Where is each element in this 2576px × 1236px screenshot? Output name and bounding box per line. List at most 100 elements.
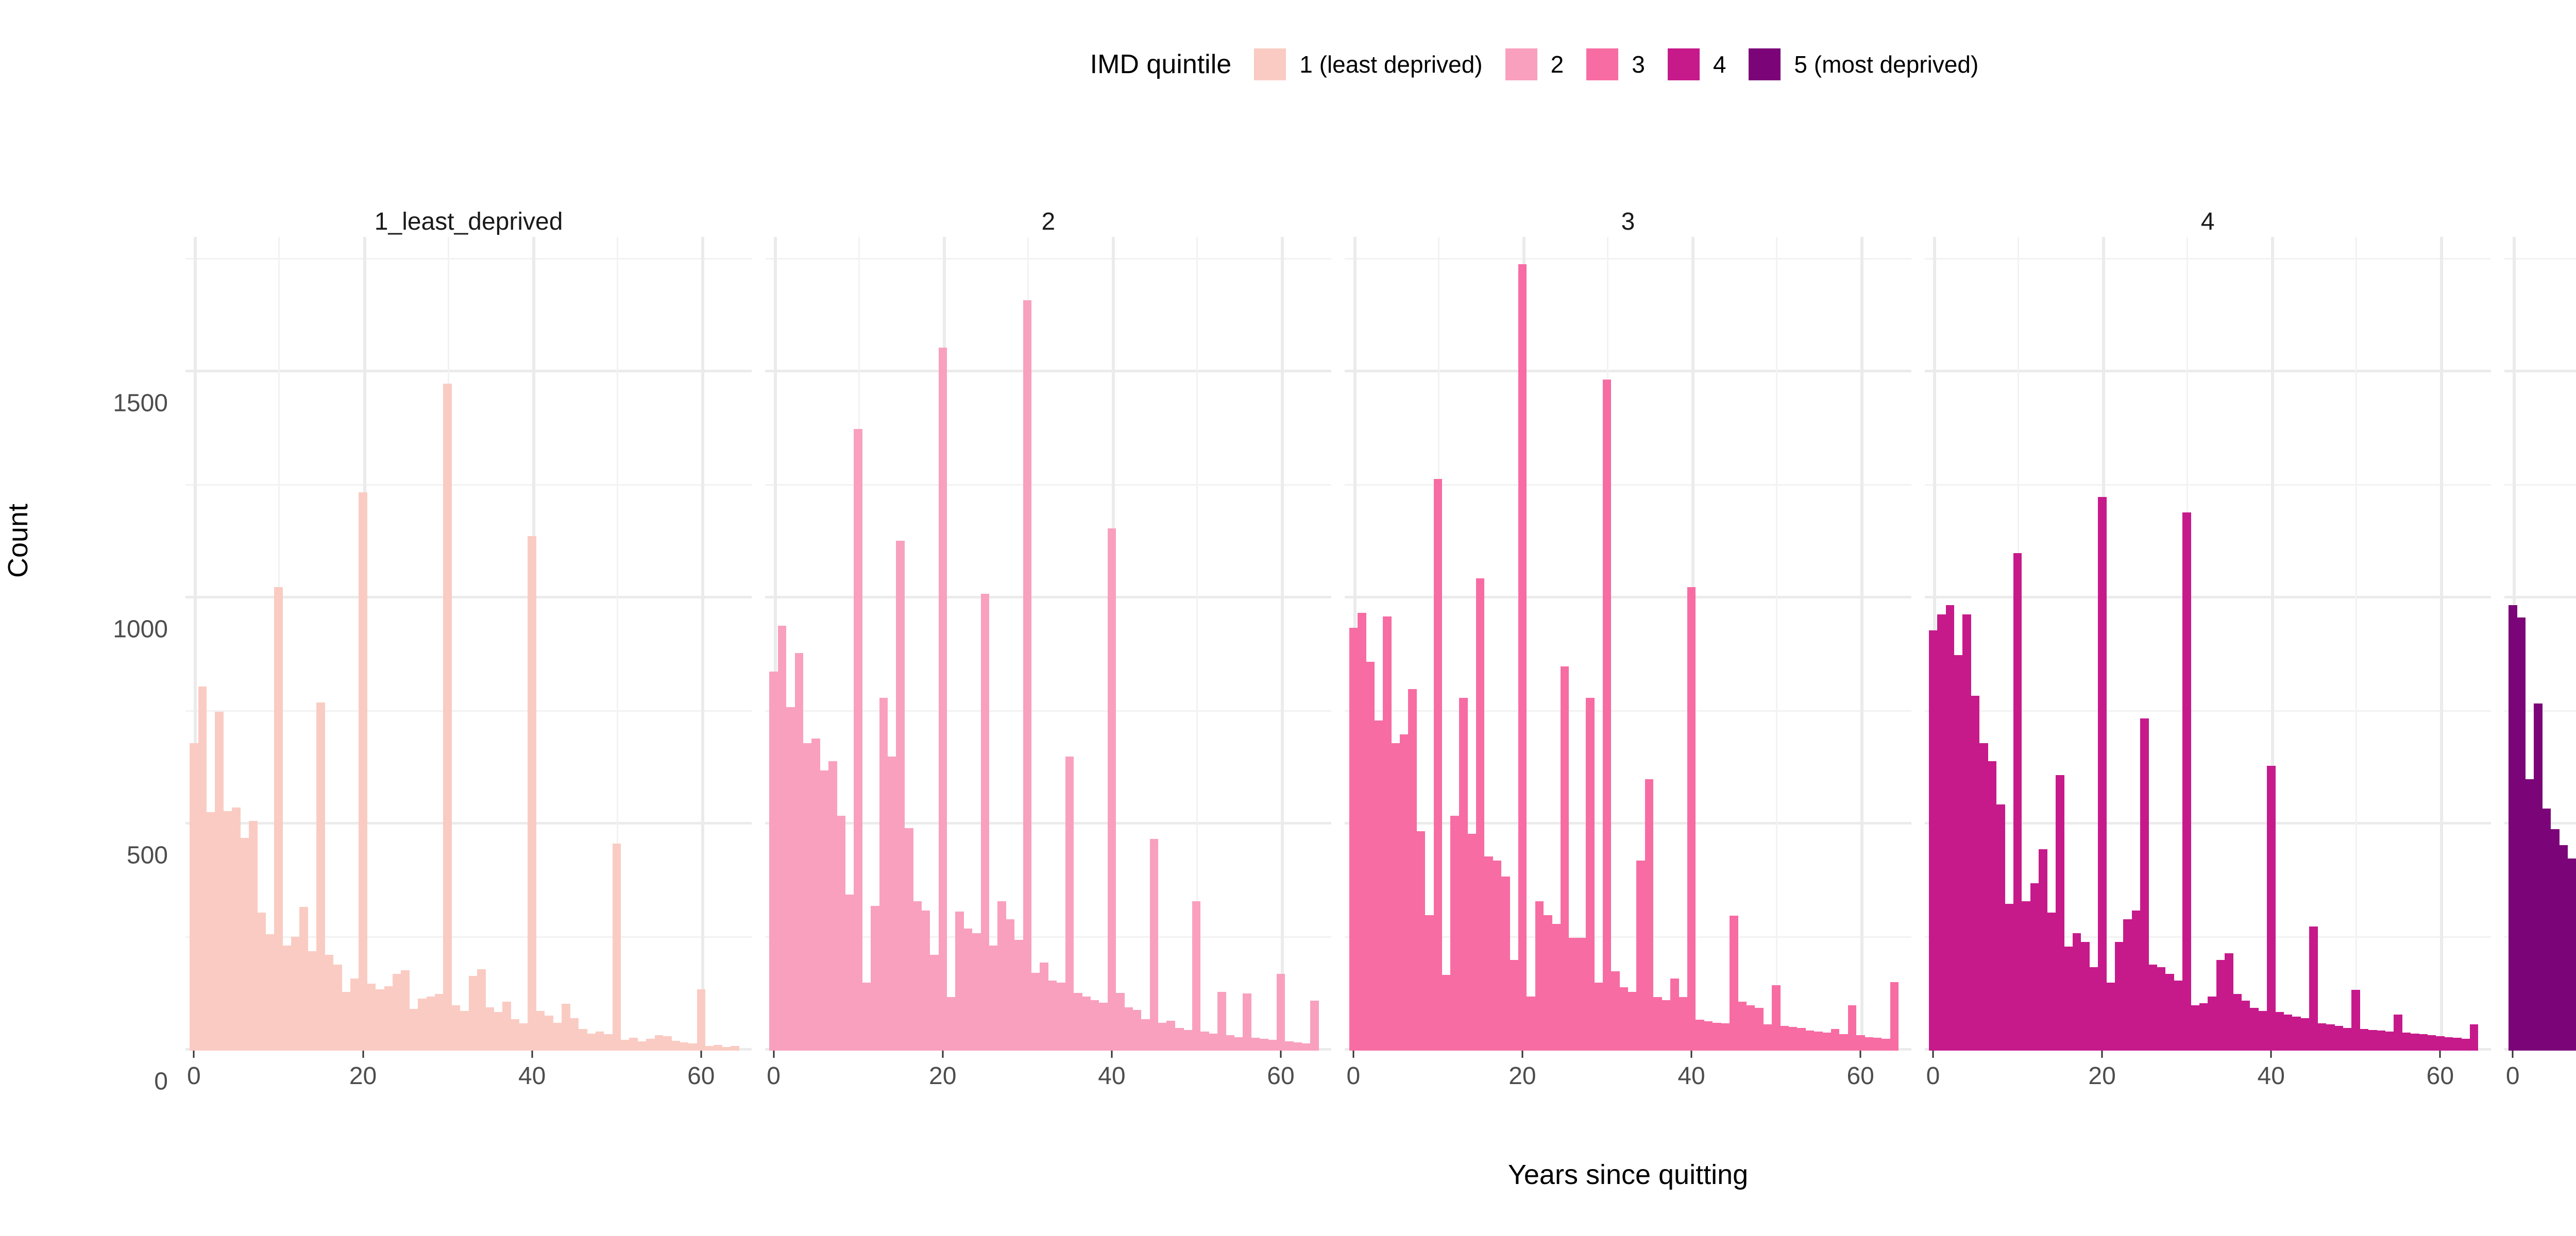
gridline-major-vertical — [701, 237, 704, 1051]
histogram-bar — [871, 906, 879, 1051]
histogram-bar — [2292, 1017, 2301, 1051]
gridline-minor-vertical — [1196, 237, 1198, 1051]
histogram-bar — [904, 828, 913, 1051]
histogram-bar — [1954, 655, 1963, 1051]
histogram-bar — [1856, 1035, 1865, 1051]
histogram-bar — [468, 976, 478, 1051]
histogram-bar — [249, 821, 258, 1051]
histogram-bar — [367, 984, 376, 1051]
y-tick-label: 500 — [126, 842, 168, 869]
histogram-bar — [1971, 695, 1980, 1051]
histogram-bar — [1048, 980, 1057, 1051]
legend-swatch-2 — [1505, 48, 1537, 80]
x-tick-mark — [531, 1051, 533, 1058]
histogram-bar — [854, 429, 863, 1051]
histogram-bar — [562, 1003, 570, 1051]
legend-entry-5[interactable]: 5 (most deprived) — [1749, 48, 2001, 80]
histogram-bar — [604, 1034, 613, 1051]
histogram-bars — [1925, 237, 2491, 1051]
histogram-bar — [1619, 987, 1629, 1051]
x-tick-mark — [1111, 1051, 1113, 1058]
histogram-bar — [350, 978, 359, 1051]
histogram-bar — [1192, 901, 1201, 1051]
histogram-bars — [2504, 237, 2576, 1051]
histogram-bar — [2030, 883, 2039, 1051]
histogram-bar — [1006, 919, 1015, 1051]
histogram-bar — [2267, 766, 2276, 1051]
histogram-bar — [2064, 947, 2073, 1051]
histogram-bar — [2419, 1034, 2428, 1051]
histogram-bar — [2461, 1039, 2470, 1051]
histogram-bar — [1132, 1010, 1142, 1051]
histogram-bar — [1937, 614, 1946, 1051]
histogram-bar — [786, 707, 795, 1051]
histogram-bar — [376, 989, 384, 1051]
histogram-bar — [2022, 901, 2030, 1051]
histogram-bar — [1082, 996, 1091, 1051]
legend-swatch-3 — [1586, 48, 1619, 80]
histogram-bar — [384, 986, 393, 1051]
histogram-bar — [1763, 1024, 1772, 1051]
legend-label-1: 1 (least deprived) — [1299, 51, 1483, 78]
gridline-major-horizontal — [185, 822, 752, 825]
histogram-bar — [2517, 617, 2526, 1051]
histogram-bar — [1374, 720, 1383, 1051]
gridline-minor-vertical — [1776, 237, 1778, 1051]
histogram-bar — [1873, 1038, 1882, 1051]
gridline-major-horizontal — [185, 596, 752, 599]
gridline-minor-horizontal — [1924, 936, 2491, 938]
legend-entry-1[interactable]: 1 (least deprived) — [1254, 48, 1505, 80]
histogram-bar — [282, 946, 292, 1051]
x-tick-label: 20 — [929, 1062, 957, 1090]
histogram-bar — [963, 929, 973, 1051]
histogram-bar — [2551, 829, 2560, 1051]
histogram-bars — [1345, 237, 1911, 1051]
histogram-bar — [1442, 974, 1451, 1051]
histogram-bar — [1848, 1005, 1857, 1051]
y-tick-label: 0 — [154, 1068, 168, 1095]
histogram-bar — [879, 698, 888, 1051]
histogram-bar — [2317, 1023, 2327, 1051]
histogram-bar — [862, 983, 871, 1051]
histogram-bar — [2309, 926, 2318, 1051]
gridline-major-vertical — [2440, 237, 2444, 1051]
histogram-bar — [1200, 1032, 1209, 1051]
histogram-bar — [1780, 1025, 1789, 1051]
legend-entry-2[interactable]: 2 — [1505, 48, 1587, 80]
x-tick-label: 40 — [1098, 1062, 1126, 1090]
histogram-bar — [2394, 1014, 2402, 1051]
histogram-bar — [1107, 528, 1116, 1051]
histogram-bar — [2241, 1001, 2250, 1051]
histogram-bar — [418, 999, 427, 1051]
gridline-major-vertical — [2271, 237, 2275, 1051]
histogram-bar — [1358, 613, 1366, 1051]
x-tick-mark — [1352, 1051, 1354, 1058]
histogram-bar — [207, 812, 215, 1051]
histogram-bar — [2233, 994, 2242, 1051]
histogram-bar — [2559, 845, 2568, 1051]
histogram-bar — [1945, 605, 1955, 1051]
x-tick-label: 0 — [2505, 1062, 2520, 1090]
gridline-minor-horizontal — [1345, 936, 1911, 938]
histogram-bar — [629, 1038, 638, 1051]
histogram-bar — [896, 540, 905, 1051]
histogram-bar — [2444, 1037, 2453, 1051]
histogram-bar — [1577, 937, 1586, 1051]
histogram-bar — [2148, 965, 2157, 1051]
x-tick-mark — [2270, 1051, 2272, 1058]
panel-plot-area — [1345, 237, 1911, 1051]
gridline-major-horizontal — [765, 596, 1332, 599]
histogram-bar — [1738, 1002, 1747, 1051]
histogram-bar — [519, 1023, 528, 1051]
histogram-bar — [2385, 1032, 2394, 1051]
histogram-bar — [409, 1009, 418, 1051]
histogram-bar — [2047, 913, 2056, 1051]
legend-entry-4[interactable]: 4 — [1667, 48, 1749, 80]
histogram-bar — [646, 1039, 655, 1051]
facet-panel-2: 2 0 20 40 60 — [765, 206, 1332, 1112]
histogram-bar — [777, 625, 787, 1051]
histogram-bar — [845, 895, 854, 1051]
legend-entry-3[interactable]: 3 — [1586, 48, 1668, 80]
gridline-major-horizontal — [1924, 822, 2491, 825]
